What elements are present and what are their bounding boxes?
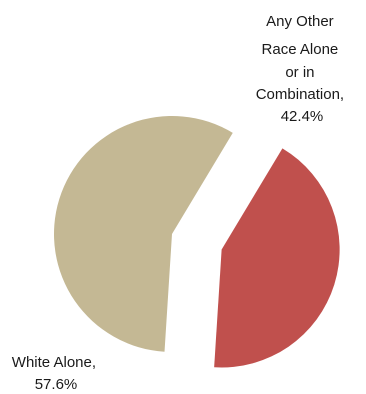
- slice-label-other: Any Other Race Alone or in Combination, …: [256, 13, 349, 125]
- slice-label-other-line-3: or in: [285, 64, 314, 81]
- slice-label-white: White Alone, 57.6%: [12, 354, 100, 393]
- slice-label-other-line-1: Any Other: [266, 13, 334, 30]
- slice-label-white-line-2: 57.6%: [35, 376, 78, 393]
- slice-label-white-line-1: White Alone,: [12, 354, 96, 371]
- slice-label-other-line-4: Combination,: [256, 86, 344, 103]
- pie-slice-other: [214, 148, 340, 368]
- pie-slice-white: [53, 115, 233, 352]
- slice-label-other-line-2: Race Alone: [262, 41, 339, 58]
- slice-label-other-line-5: 42.4%: [281, 108, 324, 125]
- pie-slices: [53, 115, 340, 368]
